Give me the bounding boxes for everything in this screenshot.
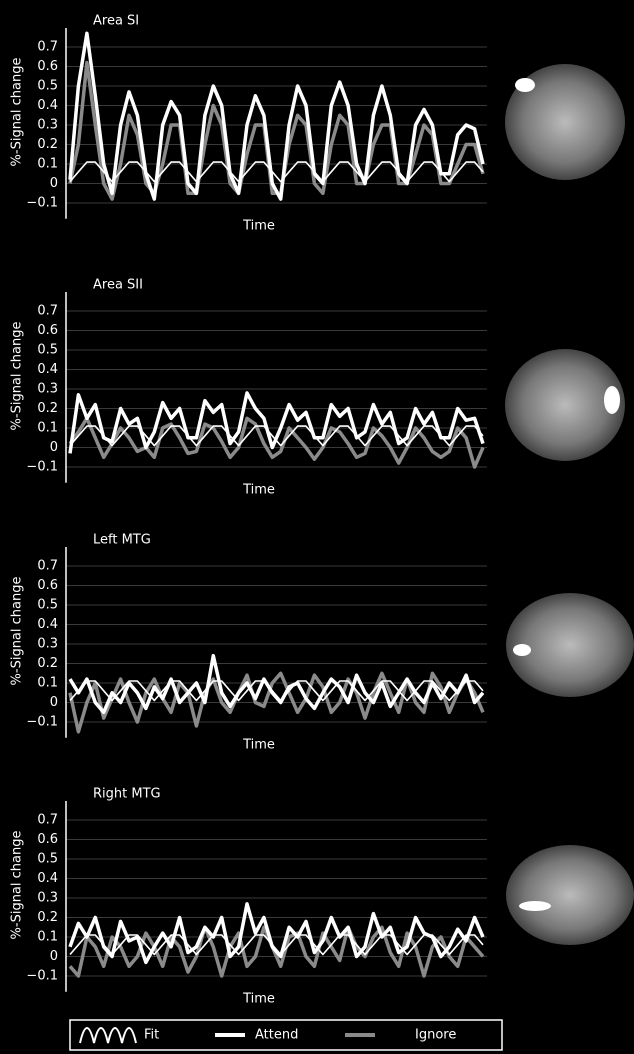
y-tick-label: 0.3	[37, 118, 58, 133]
activation	[513, 644, 531, 656]
y-tick-label: 0.7	[37, 304, 58, 319]
y-tick-label: 0.2	[37, 910, 58, 925]
y-axis-label: %-Signal change	[10, 322, 25, 431]
y-tick-label: 0.7	[37, 559, 58, 574]
y-tick-label: 0.3	[37, 637, 58, 652]
y-tick-label: 0.6	[37, 323, 58, 338]
y-tick-label: 0.1	[37, 421, 58, 436]
y-tick-label: 0.6	[37, 578, 58, 593]
y-tick-label: 0.1	[37, 930, 58, 945]
y-axis-label: %-Signal change	[10, 58, 25, 167]
legend-label: Attend	[255, 1028, 298, 1043]
page: {"chart_data": [ {"type": "line", "title…	[0, 0, 634, 1054]
legend-label: Fit	[144, 1028, 159, 1043]
y-tick-label: 0.4	[37, 98, 58, 113]
y-tick-label: −0.1	[26, 460, 58, 475]
y-tick-label: −0.1	[26, 196, 58, 211]
y-tick-label: 0.6	[37, 59, 58, 74]
brain-slice	[506, 845, 634, 945]
y-tick-label: −0.1	[26, 969, 58, 984]
activation	[515, 78, 535, 92]
y-tick-label: 0.1	[37, 157, 58, 172]
legend-label: Ignore	[415, 1028, 456, 1043]
y-tick-label: 0.2	[37, 656, 58, 671]
y-tick-label: 0	[50, 695, 58, 710]
y-tick-label: 0.2	[37, 137, 58, 152]
brain-images	[505, 64, 634, 945]
x-axis-label: Time	[242, 483, 275, 498]
y-tick-label: 0	[50, 176, 58, 191]
x-axis-label: Time	[242, 738, 275, 753]
y-tick-label: 0.3	[37, 891, 58, 906]
activation	[519, 901, 551, 911]
y-tick-label: 0.4	[37, 617, 58, 632]
series-line	[70, 162, 483, 182]
chart-title: Area SI	[93, 14, 139, 29]
y-tick-label: 0.4	[37, 362, 58, 377]
y-tick-label: 0.6	[37, 832, 58, 847]
y-tick-label: 0.7	[37, 40, 58, 55]
y-tick-label: −0.1	[26, 715, 58, 730]
legend-swatch	[80, 1028, 136, 1043]
series-line	[70, 33, 483, 199]
y-axis-label: %-Signal change	[10, 577, 25, 686]
y-tick-label: 0.3	[37, 382, 58, 397]
y-tick-label: 0.2	[37, 401, 58, 416]
series-line	[70, 63, 483, 200]
y-tick-label: 0.4	[37, 871, 58, 886]
y-tick-label: 0.5	[37, 598, 58, 613]
y-tick-label: 0.5	[37, 343, 58, 358]
series-line	[70, 904, 483, 963]
figure: Area SI Time %-Signal change −0.1 0 0.1 0.2 0.3…	[0, 0, 634, 1054]
y-tick-label: 0.5	[37, 79, 58, 94]
y-tick-label: 0	[50, 949, 58, 964]
x-axis-label: Time	[242, 219, 275, 234]
y-tick-label: 0.5	[37, 852, 58, 867]
chart-title: Area SII	[93, 278, 143, 293]
activation	[604, 386, 620, 414]
x-axis-label: Time	[242, 992, 275, 1007]
y-tick-label: 0.1	[37, 676, 58, 691]
y-tick-label: 0	[50, 440, 58, 455]
chart-title: Left MTG	[93, 533, 151, 548]
chart-title: Right MTG	[93, 787, 161, 802]
y-tick-label: 0.7	[37, 813, 58, 828]
y-axis-label: %-Signal change	[10, 831, 25, 940]
